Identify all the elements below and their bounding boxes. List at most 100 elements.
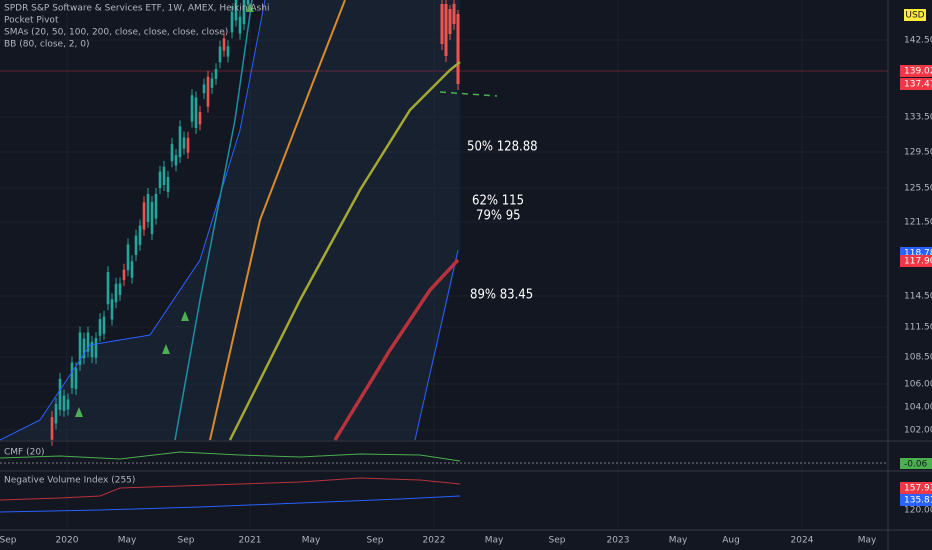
candle-body — [174, 155, 178, 166]
cmf-badge — [900, 458, 932, 469]
price-label: 133.50 — [904, 113, 932, 123]
candle-body — [50, 417, 54, 440]
candle-body — [154, 193, 158, 219]
nvi-badge — [900, 482, 932, 494]
candle-body — [158, 171, 162, 189]
price-badge-text: 139.02 — [904, 67, 932, 77]
nvi-axis-label: 120.00 — [904, 506, 932, 516]
legend-line: Pocket Pivot — [4, 16, 59, 26]
candle-body — [218, 46, 222, 63]
nvi-badge-text: 135.81 — [904, 496, 932, 506]
time-label: 2020 — [56, 536, 79, 546]
candle-body — [452, 4, 456, 24]
candle-body — [138, 225, 142, 245]
indicators — [0, 0, 498, 441]
time-label: 2023 — [607, 536, 630, 546]
time-label: May — [858, 536, 877, 546]
candle-body — [90, 341, 94, 358]
candle-body — [194, 97, 198, 129]
annotation: 50% 128.88 — [467, 140, 538, 155]
candle-body — [444, 4, 448, 56]
candle-body — [162, 166, 166, 186]
candle-body — [58, 378, 62, 410]
time-label: May — [302, 536, 321, 546]
candle-body — [122, 269, 126, 281]
candle-body — [106, 272, 110, 305]
candle-body — [86, 332, 90, 352]
time-label: 2022 — [423, 536, 446, 546]
price-badge-text: 137.47 — [904, 80, 932, 90]
candle-body — [102, 316, 106, 334]
candle-body — [130, 261, 134, 278]
price-label: 114.50 — [904, 292, 932, 302]
candle-body — [114, 283, 118, 303]
time-label: Aug — [722, 536, 740, 546]
candle-body — [126, 244, 130, 271]
annotation: 62% 115 — [472, 194, 524, 209]
candle-body — [214, 69, 218, 79]
price-badge-text: 118.78 — [904, 249, 932, 259]
price-label: 125.50 — [904, 184, 932, 194]
candles — [50, 0, 460, 446]
price-badge-text: 117.90 — [904, 257, 932, 267]
candle-body — [242, 0, 246, 25]
candle-body — [110, 299, 114, 320]
legend-line: SPDR S&P Software & Services ETF, 1W, AM… — [4, 4, 270, 14]
nvi-badge — [900, 494, 932, 506]
candle-body — [74, 368, 78, 390]
time-label: 2024 — [791, 536, 814, 546]
candle-body — [78, 332, 82, 365]
candle-body — [142, 202, 146, 230]
cmf-badge-text: -0.06 — [904, 460, 928, 470]
price-label: 111.50 — [904, 323, 932, 333]
candle-body — [206, 76, 210, 107]
candle-body — [170, 143, 174, 162]
candle-body — [226, 46, 230, 57]
candle-body — [82, 338, 86, 359]
candle-body — [246, 0, 250, 5]
price-label: 106.00 — [904, 380, 932, 390]
price-badge — [900, 78, 932, 90]
candle-body — [134, 235, 138, 256]
time-label: Sep — [549, 536, 566, 546]
price-badge — [900, 255, 932, 267]
candle-body — [230, 11, 234, 33]
time-label: Sep — [367, 536, 384, 546]
candle-body — [222, 38, 226, 51]
candle-body — [202, 84, 206, 94]
pocket-pivots — [75, 3, 254, 417]
time-label: May — [118, 536, 137, 546]
legend-line: SMAs (20, 50, 100, 200, close, close, cl… — [4, 28, 228, 38]
time-label: Sep — [178, 536, 195, 546]
time-label: May — [669, 536, 688, 546]
candle-body — [178, 126, 182, 158]
currency-badge — [904, 9, 926, 21]
candle-body — [62, 395, 66, 411]
time-label: May — [485, 536, 504, 546]
time-label: 2021 — [239, 536, 262, 546]
currency: USD — [905, 11, 924, 21]
candle-body — [456, 14, 460, 84]
candle-body — [234, 0, 238, 21]
candle-body — [118, 283, 122, 295]
price-label: 108.50 — [904, 353, 932, 363]
candle-body — [54, 403, 58, 424]
nvi-signal-line — [0, 495, 461, 513]
bb-fill — [0, 0, 460, 440]
pane-label: CMF (20) — [4, 448, 45, 458]
candle-body — [198, 111, 202, 125]
candle-body — [66, 399, 70, 410]
candle-body — [166, 176, 170, 192]
candle-body — [190, 95, 194, 122]
candle-body — [98, 319, 102, 336]
time-label: Sep — [0, 536, 17, 546]
nvi-badge-text: 157.93 — [904, 484, 932, 494]
price-badge — [900, 65, 932, 77]
candle-body — [146, 193, 150, 222]
candle-body — [210, 78, 214, 88]
candle-body — [448, 9, 452, 34]
candle-body — [440, 4, 444, 44]
candle-body — [238, 16, 242, 34]
